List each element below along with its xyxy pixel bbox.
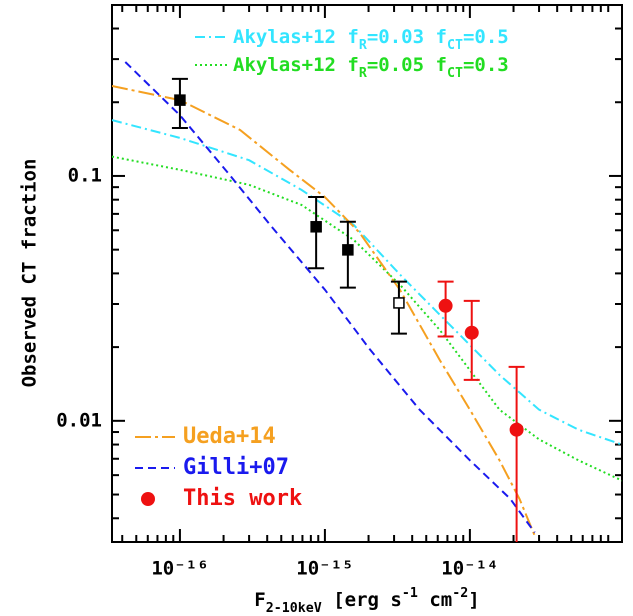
series-line xyxy=(112,119,622,446)
legend-label: Gilli+07 xyxy=(183,455,289,480)
label-part: =0.5 xyxy=(463,26,509,48)
legend-swatch xyxy=(141,492,155,506)
label-part: R xyxy=(359,66,367,81)
label-part: =0.03 f xyxy=(367,26,447,48)
label-part: Akylas+12 f xyxy=(233,26,359,48)
label-part: Akylas+12 f xyxy=(233,54,359,76)
data-point xyxy=(174,94,186,106)
label-part: ] xyxy=(468,589,479,611)
label-part: CT xyxy=(447,66,463,81)
plot-area xyxy=(112,61,622,542)
data-point xyxy=(310,221,322,233)
data-point xyxy=(393,297,405,309)
legend-label: Ueda+14 xyxy=(183,424,276,449)
x-tick-label: 10⁻¹⁵ xyxy=(296,558,353,580)
x-tick-label: 10⁻¹⁴ xyxy=(441,558,498,580)
data-point xyxy=(509,422,524,437)
legend-label: Akylas+12 fR=0.03 fCT=0.5 xyxy=(233,26,509,53)
y-axis-label: Observed CT fraction xyxy=(19,159,41,388)
series-line xyxy=(112,85,536,536)
label-part: -2 xyxy=(452,586,468,601)
data-point xyxy=(342,244,354,256)
legend-label: Akylas+12 fR=0.05 fCT=0.3 xyxy=(233,54,509,81)
label-part: -1 xyxy=(402,586,418,601)
data-point xyxy=(464,325,479,340)
data-point xyxy=(438,298,453,313)
label-part: [erg s xyxy=(322,589,402,611)
label-part: F xyxy=(254,589,265,611)
label-part: R xyxy=(359,38,367,53)
label-part: =0.05 f xyxy=(367,54,447,76)
y-tick-label: 0.01 xyxy=(56,409,102,431)
series-line xyxy=(112,155,622,482)
y-tick-label: 0.1 xyxy=(68,164,102,186)
x-tick-label: 10⁻¹⁶ xyxy=(151,558,208,580)
label-part: 2-10keV xyxy=(266,601,322,616)
label-part: =0.3 xyxy=(463,54,509,76)
legend-label: This work xyxy=(183,486,302,511)
x-axis-label: F2-10keV [erg s-1 cm-2] xyxy=(254,586,479,616)
label-part: cm xyxy=(418,589,452,611)
label-part: CT xyxy=(447,38,463,53)
series-line xyxy=(124,61,536,534)
